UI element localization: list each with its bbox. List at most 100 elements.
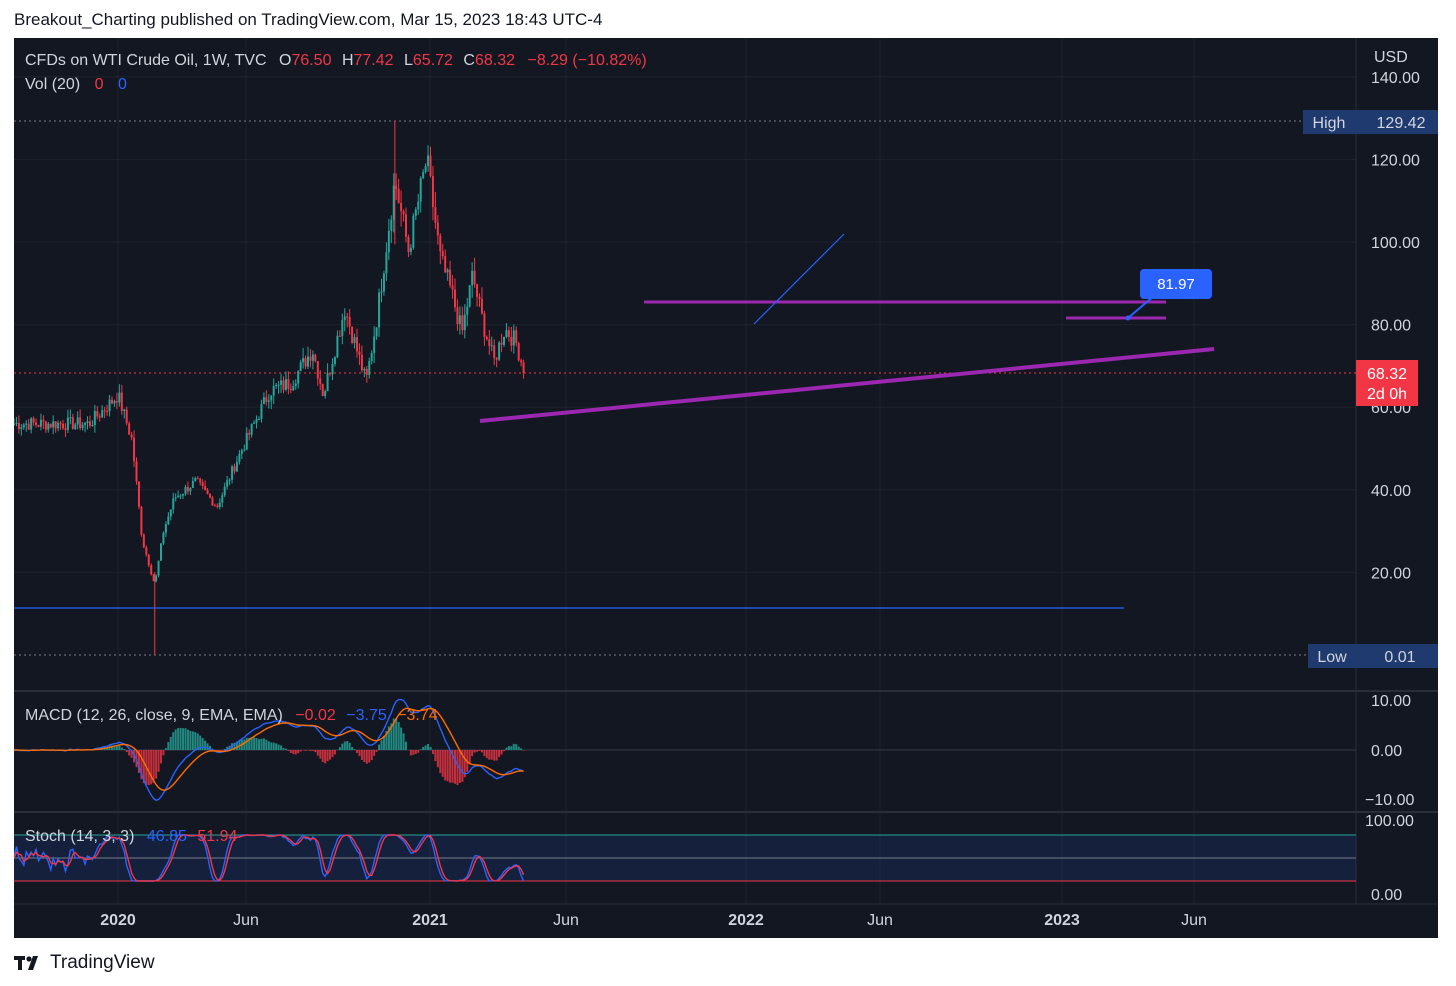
candle-body (294, 383, 297, 387)
candle-body (360, 354, 363, 371)
macd-histogram-bar (473, 750, 476, 753)
macd-histogram-bar (177, 728, 180, 750)
macd-histogram-bar (169, 736, 172, 750)
candle-body (378, 292, 381, 328)
candle-body (439, 235, 442, 252)
candle-body (333, 357, 336, 365)
macd-histogram-bar (294, 750, 297, 755)
candle-body (473, 270, 476, 285)
macd-histogram-bar (441, 750, 444, 777)
candles-group[interactable] (14, 120, 525, 655)
candle-body (434, 207, 437, 223)
candle-body (463, 314, 466, 331)
candle-body (444, 256, 447, 273)
time-label-2022: 2022 (728, 912, 764, 929)
macd-histogram-bar (243, 739, 246, 750)
macd-histogram-bar (419, 749, 422, 750)
blue-trend-segment[interactable] (753, 233, 845, 325)
time-gridlines (117, 38, 1195, 904)
candle-body (390, 219, 393, 231)
macd-histogram-bar (431, 750, 434, 754)
candle-body (343, 316, 346, 321)
candle-body (260, 404, 263, 419)
candle-body (14, 423, 15, 425)
macd-histogram-bar (120, 747, 123, 750)
candle-body (66, 417, 69, 430)
candle-body (79, 417, 82, 429)
candle-body (375, 327, 378, 337)
macd-histogram-bar (123, 749, 126, 750)
candle-body (209, 493, 211, 498)
macd-histogram-bar (265, 739, 268, 750)
candle-body (422, 172, 425, 178)
macd-histogram-bar (351, 746, 354, 750)
candle-body (522, 362, 525, 373)
stoch-d-line (14, 834, 525, 882)
macd-histogram-bar (370, 750, 373, 761)
macd-histogram-bar (341, 743, 344, 750)
candle-body (302, 358, 305, 363)
candle-body (351, 326, 354, 343)
candle-body (454, 289, 456, 308)
time-label-jun-2020: Jun (233, 912, 259, 929)
candle-body (503, 336, 505, 345)
price-callout[interactable]: 81.97 (1125, 269, 1213, 321)
candle-body (248, 432, 251, 435)
macd-histogram-bar (167, 741, 170, 750)
macd-line (14, 698, 524, 801)
macd-histogram-bar (454, 750, 456, 784)
macd-histogram-bar (289, 750, 292, 753)
legend-symbol: CFDs on WTI Crude Oil, 1W, TVC (25, 52, 267, 69)
candle-body (211, 497, 214, 506)
macd-histogram-bar (503, 750, 505, 752)
macd-histogram-bar (471, 750, 474, 757)
candle-body (103, 410, 106, 412)
macd-histogram-bar (417, 750, 420, 753)
time-axis[interactable]: 2020 Jun 2021 Jun 2022 Jun 2023 Jun (100, 912, 1207, 929)
candle-body (76, 417, 79, 425)
candle-body (451, 285, 454, 290)
candle-body (329, 373, 332, 375)
macd-histogram-bar (272, 742, 275, 750)
macd-histogram-bar (174, 729, 177, 750)
candle-body (289, 388, 292, 391)
candle-body (52, 421, 55, 428)
candle-body (436, 222, 439, 236)
price-gridlines (14, 76, 1356, 573)
candle-body (267, 400, 270, 402)
candle-body (321, 383, 324, 396)
rising-trendline[interactable] (479, 347, 1215, 423)
macd-histogram-bar (346, 741, 349, 750)
candle-body (272, 385, 275, 396)
macd-histogram-bar (422, 746, 425, 750)
candle-body (466, 306, 469, 315)
candle-body (319, 378, 322, 384)
candle-body (133, 437, 136, 462)
candle-body (142, 534, 145, 548)
macd-histogram-bar (275, 743, 278, 750)
volume-legend: Vol (20) 0 0 (25, 76, 127, 93)
candle-body (373, 336, 376, 353)
macd-histogram-bar (191, 731, 194, 750)
candle-body (512, 330, 515, 346)
time-label-2020: 2020 (100, 912, 136, 929)
macd-histogram-bar (186, 729, 189, 750)
chart-svg[interactable]: 81.97 CFDs on WTI Crude Oil, 1W, TVC O76… (14, 38, 1438, 938)
macd-histogram-bar (375, 750, 378, 752)
macd-histogram-bar (461, 750, 464, 782)
candle-body (417, 201, 420, 210)
candle-body (429, 155, 432, 177)
candle-body (221, 495, 224, 503)
macd-histogram-bar (250, 737, 253, 750)
candle-body (91, 425, 94, 427)
macd-histogram-bar (490, 750, 493, 760)
candle-body (365, 368, 368, 375)
macd-histogram-bar (245, 737, 248, 750)
macd-histogram-bar (427, 744, 430, 750)
macd-histogram-bar (500, 750, 503, 755)
macd-histogram-bar (380, 740, 383, 750)
candle-body (118, 392, 121, 403)
macd-histogram-bar (353, 749, 356, 750)
candle-body (125, 409, 128, 424)
chart-frame[interactable]: 81.97 CFDs on WTI Crude Oil, 1W, TVC O76… (14, 38, 1438, 938)
